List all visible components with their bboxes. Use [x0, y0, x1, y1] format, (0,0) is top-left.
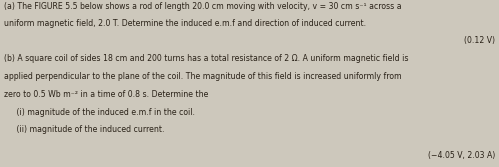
Text: uniform magnetic field, 2.0 T. Determine the induced e.m.f and direction of indu: uniform magnetic field, 2.0 T. Determine… [4, 19, 366, 28]
Text: applied perpendicular to the plane of the coil. The magnitude of this field is i: applied perpendicular to the plane of th… [4, 72, 402, 81]
Text: (0.12 V): (0.12 V) [464, 36, 495, 45]
Text: (i) magnitude of the induced e.m.f in the coil.: (i) magnitude of the induced e.m.f in th… [4, 108, 195, 117]
Text: (−4.05 V, 2.03 A): (−4.05 V, 2.03 A) [428, 151, 495, 160]
Text: (ii) magnitude of the induced current.: (ii) magnitude of the induced current. [4, 125, 165, 134]
Text: (a) The FIGURE 5.5 below shows a rod of length 20.0 cm moving with velocity, v =: (a) The FIGURE 5.5 below shows a rod of … [4, 2, 402, 11]
Text: (b) A square coil of sides 18 cm and 200 turns has a total resistance of 2 Ω. A : (b) A square coil of sides 18 cm and 200… [4, 54, 409, 63]
Text: zero to 0.5 Wb m⁻² in a time of 0.8 s. Determine the: zero to 0.5 Wb m⁻² in a time of 0.8 s. D… [4, 90, 209, 99]
